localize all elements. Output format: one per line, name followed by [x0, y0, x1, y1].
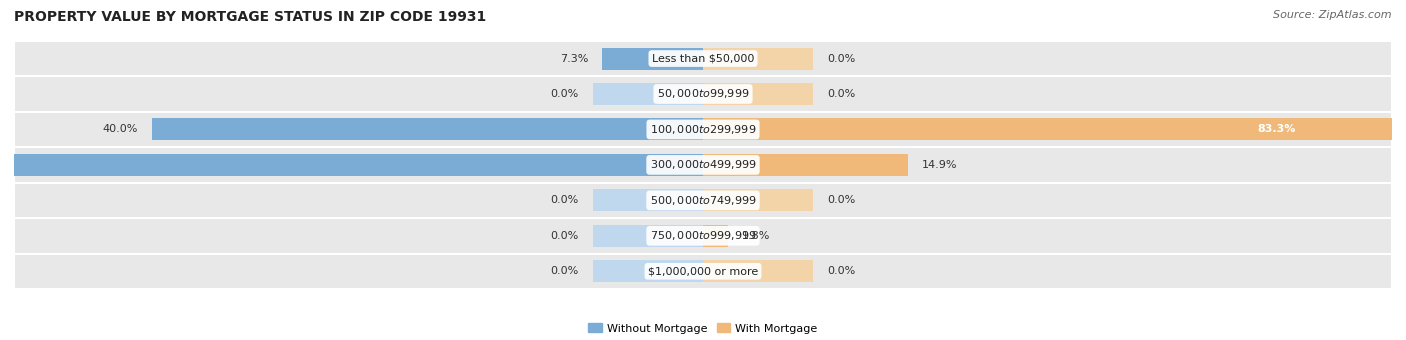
Text: $1,000,000 or more: $1,000,000 or more [648, 266, 758, 276]
Text: 0.0%: 0.0% [827, 195, 855, 205]
Bar [14, 218, 1392, 254]
Text: $500,000 to $749,999: $500,000 to $749,999 [650, 194, 756, 207]
Bar [593, 189, 703, 211]
Bar [0, 154, 703, 176]
Bar [703, 83, 813, 105]
Text: Less than $50,000: Less than $50,000 [652, 53, 754, 64]
Bar [152, 118, 703, 140]
Bar [703, 189, 813, 211]
Bar [703, 260, 813, 282]
Bar [14, 76, 1392, 112]
Text: 0.0%: 0.0% [827, 266, 855, 276]
Bar [14, 183, 1392, 218]
Bar [703, 48, 813, 69]
Bar [703, 118, 1406, 140]
Bar [703, 154, 908, 176]
Bar [14, 41, 1392, 76]
Bar [602, 48, 703, 69]
Bar [593, 225, 703, 247]
Text: 0.0%: 0.0% [827, 89, 855, 99]
Text: 7.3%: 7.3% [560, 53, 589, 64]
Bar [593, 260, 703, 282]
Text: 1.8%: 1.8% [741, 231, 770, 241]
Text: $50,000 to $99,999: $50,000 to $99,999 [657, 87, 749, 101]
Bar [14, 112, 1392, 147]
Bar [703, 225, 728, 247]
Bar [14, 147, 1392, 183]
Text: 40.0%: 40.0% [103, 124, 138, 134]
Text: Source: ZipAtlas.com: Source: ZipAtlas.com [1274, 10, 1392, 20]
Text: 0.0%: 0.0% [551, 266, 579, 276]
Text: 0.0%: 0.0% [551, 195, 579, 205]
Text: $100,000 to $299,999: $100,000 to $299,999 [650, 123, 756, 136]
Text: 0.0%: 0.0% [551, 89, 579, 99]
Text: $750,000 to $999,999: $750,000 to $999,999 [650, 229, 756, 242]
Bar [14, 254, 1392, 289]
Text: 0.0%: 0.0% [551, 231, 579, 241]
Text: PROPERTY VALUE BY MORTGAGE STATUS IN ZIP CODE 19931: PROPERTY VALUE BY MORTGAGE STATUS IN ZIP… [14, 10, 486, 24]
Bar [593, 83, 703, 105]
Legend: Without Mortgage, With Mortgage: Without Mortgage, With Mortgage [583, 319, 823, 338]
Text: 83.3%: 83.3% [1258, 124, 1296, 134]
Text: $300,000 to $499,999: $300,000 to $499,999 [650, 158, 756, 171]
Text: 14.9%: 14.9% [922, 160, 957, 170]
Text: 0.0%: 0.0% [827, 53, 855, 64]
